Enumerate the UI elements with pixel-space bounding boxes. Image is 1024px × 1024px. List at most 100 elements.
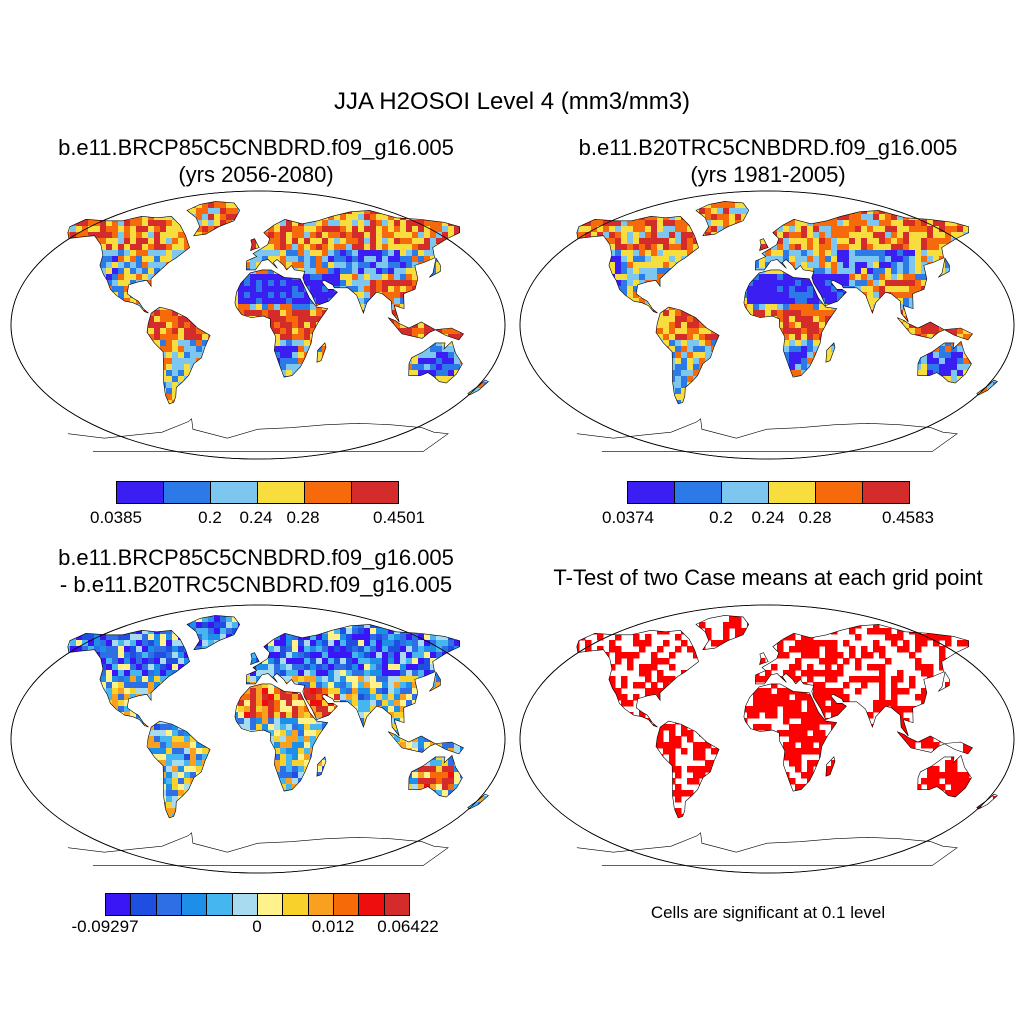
coastline-southAmerica [146, 306, 211, 405]
coastline-antarctica [576, 832, 958, 866]
coastline-uk [759, 238, 769, 252]
colorbar-3-label: 0.06422 [377, 917, 439, 936]
coastline-australia [408, 754, 463, 798]
colorbar-cell [211, 482, 258, 503]
coastline-uk [759, 652, 769, 666]
colorbar-2-label: 0.4583 [882, 508, 934, 527]
coastline-japan [938, 257, 950, 278]
coastline-indonesia [896, 317, 973, 341]
colorbar-cell [308, 894, 334, 915]
colorbar-2-label: 0.28 [798, 508, 832, 527]
coastline-australia [408, 340, 463, 384]
colorbar-cell [863, 482, 909, 503]
coastline-greenland [186, 201, 241, 237]
colorbar-2-label: 0.0374 [602, 508, 654, 527]
coastline-japan [938, 671, 950, 692]
panel-3-title: b.e11.BRCP85C5CNBDRD.f09_g16.005 - b.e11… [0, 544, 512, 598]
colorbar-cell [675, 482, 722, 503]
coastline-greenland [695, 615, 750, 651]
colorbar-cell [164, 482, 211, 503]
panel-3-title-line2: - b.e11.B20TRC5CNBDRD.f09_g16.005 [59, 572, 453, 597]
coastline-southAmerica [655, 306, 720, 405]
panel-2-title: b.e11.B20TRC5CNBDRD.f09_g16.005 (yrs 198… [512, 134, 1024, 188]
colorbar-1-label: 0.4501 [373, 508, 425, 527]
colorbar-future [116, 481, 399, 504]
colorbar-cell [769, 482, 816, 503]
map-frame [519, 604, 1015, 874]
colorbar-cell [106, 894, 132, 915]
colorbar-3-label: 0 [252, 917, 262, 936]
colorbar-cell [117, 482, 164, 503]
coastline-southAmerica [146, 720, 211, 819]
colorbar-cell [333, 894, 360, 915]
coastline-africa [234, 683, 329, 792]
coastline-australia [917, 340, 972, 384]
coastline-northAmerica [576, 215, 699, 314]
colorbar-cell [816, 482, 863, 503]
colorbar-cell [156, 894, 182, 915]
coastline-japan [429, 671, 441, 692]
significance-note: Cells are significant at 0.1 level [650, 903, 886, 922]
colorbar-cell [352, 482, 398, 503]
coastline-antarctica [67, 418, 449, 452]
colorbar-cell [628, 482, 675, 503]
coastline-africa [234, 269, 329, 378]
panel-1-title: b.e11.BRCP85C5CNBDRD.f09_g16.005 (yrs 20… [0, 134, 512, 188]
map-panel-historical [519, 190, 1015, 460]
coastline-indonesia [387, 317, 464, 341]
coastline-antarctica [67, 832, 449, 866]
coastline-uk [250, 652, 260, 666]
coastline-indonesia [896, 731, 973, 755]
colorbar-cell [384, 894, 409, 915]
colorbar-cell [207, 894, 233, 915]
map-panel-ttest [519, 604, 1015, 874]
colorbar-difference [105, 893, 410, 916]
coastline-australia [917, 754, 972, 798]
figure-title: JJA H2OSOI Level 4 (mm3/mm3) [333, 88, 691, 115]
coastline-greenland [695, 201, 750, 237]
colorbar-cell [257, 894, 284, 915]
colorbar-cell [359, 894, 385, 915]
colorbar-2-label: 0.2 [709, 508, 733, 527]
coastline-eurasia [245, 624, 460, 737]
coastline-southAmerica [655, 720, 720, 819]
coastline-africa [743, 683, 838, 792]
coastline-africa [743, 269, 838, 378]
colorbar-1-label: 0.28 [286, 508, 320, 527]
coastline-madagascar [316, 342, 327, 363]
coastline-eurasia [754, 210, 969, 323]
panel-1-title-line1: b.e11.BRCP85C5CNBDRD.f09_g16.005 [58, 135, 454, 160]
colorbar-cell [232, 894, 258, 915]
colorbar-cell [181, 894, 208, 915]
colorbar-2-label: 0.24 [751, 508, 785, 527]
coastline-northAmerica [67, 629, 190, 728]
colorbar-historical [627, 481, 910, 504]
panel-3-title-line1: b.e11.BRCP85C5CNBDRD.f09_g16.005 [58, 545, 454, 570]
colorbar-cell [305, 482, 352, 503]
map-frame-outline [10, 190, 506, 460]
coastline-madagascar [825, 342, 836, 363]
colorbar-cell [131, 894, 157, 915]
map-frame-outline [10, 604, 506, 874]
panel-2-title-line2: (yrs 1981-2005) [690, 162, 846, 187]
coastline-eurasia [245, 210, 460, 323]
colorbar-3-label: -0.09297 [71, 917, 139, 936]
colorbar-cell [283, 894, 309, 915]
coastline-antarctica [576, 418, 958, 452]
coastline-greenland [186, 615, 241, 651]
colorbar-cell [258, 482, 305, 503]
coastline-indonesia [387, 731, 464, 755]
coastline-northAmerica [67, 215, 190, 314]
panel-1-title-line2: (yrs 2056-2080) [178, 162, 334, 187]
coastline-madagascar [316, 756, 327, 777]
map-panel-future [10, 190, 506, 460]
coastline-madagascar [825, 756, 836, 777]
colorbar-1-label: 0.2 [198, 508, 222, 527]
map-frame-outline [519, 190, 1015, 460]
colorbar-1-label: 0.0385 [90, 508, 142, 527]
colorbar-3-label: 0.012 [311, 917, 355, 936]
map-frame-outline [519, 604, 1015, 874]
panel-4-title: T-Test of two Case means at each grid po… [553, 565, 983, 590]
coastline-northAmerica [576, 629, 699, 728]
colorbar-cell [722, 482, 769, 503]
